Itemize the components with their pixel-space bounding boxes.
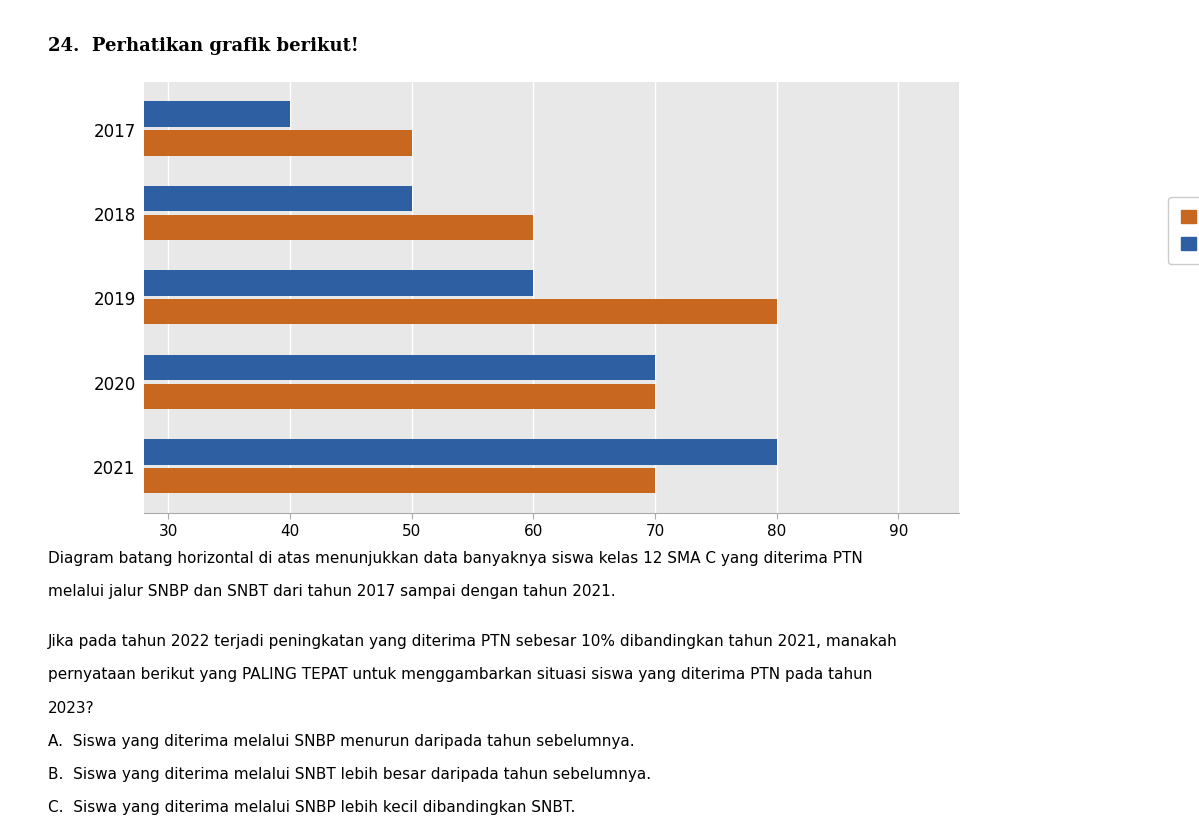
Text: Diagram batang horizontal di atas menunjukkan data banyaknya siswa kelas 12 SMA : Diagram batang horizontal di atas menunj…	[48, 551, 863, 566]
Bar	[0, 271, 534, 296]
Bar	[0, 440, 777, 465]
Text: Jika pada tahun 2022 terjadi peningkatan yang diterima PTN sebesar 10% dibanding: Jika pada tahun 2022 terjadi peningkatan…	[48, 633, 898, 648]
Text: B.  Siswa yang diterima melalui SNBT lebih besar daripada tahun sebelumnya.: B. Siswa yang diterima melalui SNBT lebi…	[48, 766, 651, 781]
Bar	[0, 215, 534, 241]
Text: 2023?: 2023?	[48, 700, 95, 715]
Legend: SNBP, SNBT: SNBP, SNBT	[1169, 198, 1199, 265]
Bar	[0, 103, 290, 128]
Bar	[0, 384, 655, 409]
Text: A.  Siswa yang diterima melalui SNBP menurun daripada tahun sebelumnya.: A. Siswa yang diterima melalui SNBP menu…	[48, 733, 634, 748]
Text: melalui jalur SNBP dan SNBT dari tahun 2017 sampai dengan tahun 2021.: melalui jalur SNBP dan SNBT dari tahun 2…	[48, 584, 615, 599]
Bar	[0, 187, 411, 212]
Bar	[0, 355, 655, 381]
Bar	[0, 469, 655, 493]
Text: 24.  Perhatikan grafik berikut!: 24. Perhatikan grafik berikut!	[48, 37, 359, 55]
Bar	[0, 300, 777, 325]
Text: C.  Siswa yang diterima melalui SNBP lebih kecil dibandingkan SNBT.: C. Siswa yang diterima melalui SNBP lebi…	[48, 799, 576, 814]
Text: pernyataan berikut yang PALING TEPAT untuk menggambarkan situasi siswa yang dite: pernyataan berikut yang PALING TEPAT unt…	[48, 667, 873, 681]
Bar	[0, 131, 411, 156]
